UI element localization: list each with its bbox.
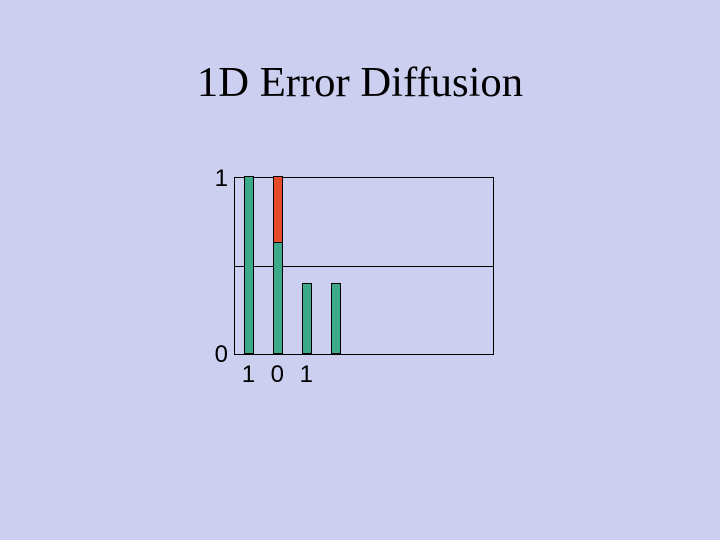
ytick-top: 1 <box>204 165 228 193</box>
error-diffusion-chart: 1 0 1 0 1 <box>234 177 494 355</box>
xtick-1: 0 <box>263 361 292 389</box>
chart-bar <box>244 176 254 354</box>
slide-title: 1D Error Diffusion <box>0 58 720 107</box>
chart-bar <box>302 283 312 354</box>
chart-plot-area <box>234 177 494 355</box>
xtick-2: 1 <box>292 361 321 389</box>
xtick-0: 1 <box>234 361 263 389</box>
chart-bar <box>331 283 341 354</box>
chart-bar <box>273 242 283 354</box>
slide-root: 1D Error Diffusion 1 0 1 0 1 <box>0 0 720 540</box>
ytick-bottom: 0 <box>204 341 228 369</box>
